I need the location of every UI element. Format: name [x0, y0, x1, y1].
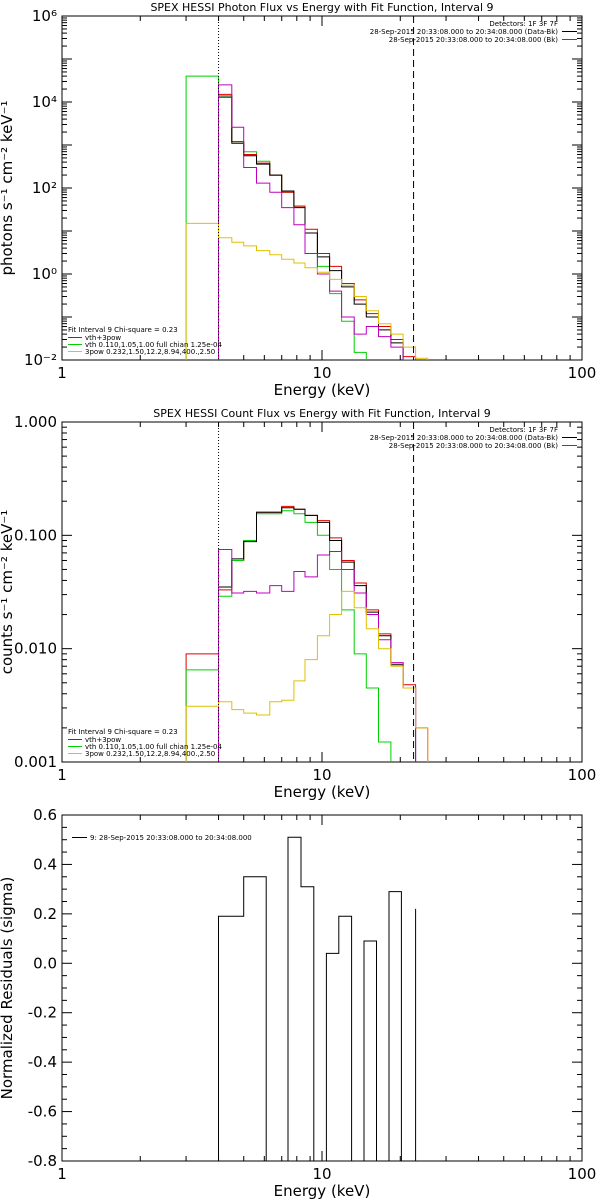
legend-item-2: vth 0.110,1.05,1.00 full chian 1.25e-04 — [85, 743, 223, 751]
series-group — [185, 75, 429, 360]
x-axis: 1 10 100 Energy (keV) — [57, 16, 596, 399]
y-tick-label-0-6: -0.6 — [28, 1103, 57, 1121]
x-tick-label-1: 1 — [57, 364, 67, 382]
info-line-2: 28-Sep-2015 20:33:08.000 to 20:34:08.000… — [370, 434, 559, 442]
info-line-3: 28-Sep-2015 20:33:08.000 to 20:34:08.000… — [389, 36, 559, 44]
series-line-2 — [185, 510, 392, 762]
series-line-3 — [218, 96, 417, 360]
y-tick-label-10: 10² — [32, 179, 57, 197]
x-axis-label: Energy (keV) — [274, 381, 371, 399]
y-axis: 0.001 0.010 0.100 1.000 counts s⁻¹ cm⁻² keV⁻… — [0, 413, 582, 771]
y-tick-label-0-100: 0.100 — [14, 526, 57, 544]
info-line-1: Detectors: 1F 3F 7F — [489, 20, 558, 28]
y-tick-label-10: 10⁻² — [24, 351, 57, 369]
y-tick-label-10: 10⁰ — [32, 265, 57, 283]
x-tick-label-100: 100 — [568, 766, 597, 784]
chart-panel-2: SPEX HESSI Count Flux vs Energy with Fit… — [0, 407, 597, 801]
x-tick-label-10: 10 — [312, 1165, 331, 1183]
plot-frame — [61, 15, 583, 361]
legend-item-3: 3pow 0.232,1.50,12.2,8.94,400.,2.50 — [85, 348, 215, 356]
legend-title: Fit Interval 9 Chi-square = 0.23 — [68, 326, 178, 334]
legend: 9: 28-Sep-2015 20:33:08.000 to 20:34:08.… — [72, 834, 252, 842]
x-tick-label-100: 100 — [568, 364, 597, 382]
x-axis: 1 10 100 Energy (keV) — [57, 815, 596, 1200]
x-tick-label-1: 1 — [57, 1165, 67, 1183]
x-axis-label: Energy (keV) — [274, 783, 371, 801]
series-line-5 — [185, 590, 429, 762]
series-line-4 — [218, 84, 417, 360]
y-axis-label: counts s⁻¹ cm⁻² keV⁻¹ — [0, 510, 16, 675]
series-line-1 — [185, 75, 367, 360]
x-tick-label-100: 100 — [568, 1165, 597, 1183]
y-tick-label-0-001: 0.001 — [14, 753, 57, 771]
y-tick-label-0-2: 0.2 — [33, 905, 57, 923]
series-line-5 — [185, 222, 429, 360]
legend-item-1: 9: 28-Sep-2015 20:33:08.000 to 20:34:08.… — [90, 834, 252, 842]
series-line-3 — [218, 507, 417, 762]
legend-item-1: vth+3pow — [85, 736, 121, 744]
series-line-4 — [218, 549, 417, 762]
legend: Fit Interval 9 Chi-square = 0.23vth+3pow… — [68, 728, 223, 758]
x-tick-label-10: 10 — [312, 364, 331, 382]
legend: Fit Interval 9 Chi-square = 0.23vth+3pow… — [68, 326, 223, 356]
legend-item-1: vth+3pow — [85, 334, 121, 342]
y-axis-label: Normalized Residuals (sigma) — [0, 877, 16, 1100]
info-line-2: 28-Sep-2015 20:33:08.000 to 20:34:08.000… — [370, 28, 559, 36]
x-tick-label-1: 1 — [57, 766, 67, 784]
chart-panel-1: SPEX HESSI Photon Flux vs Energy with Fi… — [0, 1, 596, 399]
y-tick-label-0-6: 0.6 — [33, 806, 57, 824]
chart-title: SPEX HESSI Count Flux vs Energy with Fit… — [153, 407, 490, 420]
y-tick-label-10: 10⁴ — [32, 93, 57, 111]
y-tick-label-0-010: 0.010 — [14, 640, 57, 658]
y-axis: -0.8 -0.6 -0.4 -0.2 0.0 0.2 0.4 0.6 Normalized R… — [0, 806, 582, 1170]
legend-title: Fit Interval 9 Chi-square = 0.23 — [68, 728, 178, 736]
series-group — [218, 836, 417, 1161]
info-line-1: Detectors: 1F 3F 7F — [489, 426, 558, 434]
y-tick-label-0-4: -0.4 — [28, 1053, 57, 1071]
y-tick-label-0-8: -0.8 — [28, 1152, 57, 1170]
plot-frame — [61, 814, 583, 1162]
legend-item-2: vth 0.110,1.05,1.00 full chian 1.25e-04 — [85, 341, 223, 349]
y-tick-label-0-4: 0.4 — [33, 855, 57, 873]
y-tick-label-10: 10⁶ — [32, 7, 57, 25]
legend-item-3: 3pow 0.232,1.50,12.2,8.94,400.,2.50 — [85, 750, 215, 758]
y-tick-label-0-0: 0.0 — [33, 954, 57, 972]
chart-panel-3: 1 10 100 Energy (keV) -0.8 -0.6 -0.4 -0.2 0.0 0.2… — [0, 806, 596, 1200]
y-tick-label-1-000: 1.000 — [14, 413, 57, 431]
y-axis-label: photons s⁻¹ cm⁻² keV⁻¹ — [0, 101, 16, 276]
y-axis: 10⁻² 10⁰ 10² 10⁴ 10⁶ photons s⁻¹ cm⁻² keV⁻¹ — [0, 7, 582, 369]
series-group — [185, 505, 429, 762]
x-tick-label-10: 10 — [312, 766, 331, 784]
x-axis-label: Energy (keV) — [274, 1182, 371, 1200]
info-line-3: 28-Sep-2015 20:33:08.000 to 20:34:08.000… — [389, 442, 559, 450]
y-tick-label-0-2: -0.2 — [28, 1004, 57, 1022]
chart-title: SPEX HESSI Photon Flux vs Energy with Fi… — [150, 1, 493, 14]
plot-frame — [61, 421, 583, 763]
series-line-1 — [218, 836, 417, 1161]
